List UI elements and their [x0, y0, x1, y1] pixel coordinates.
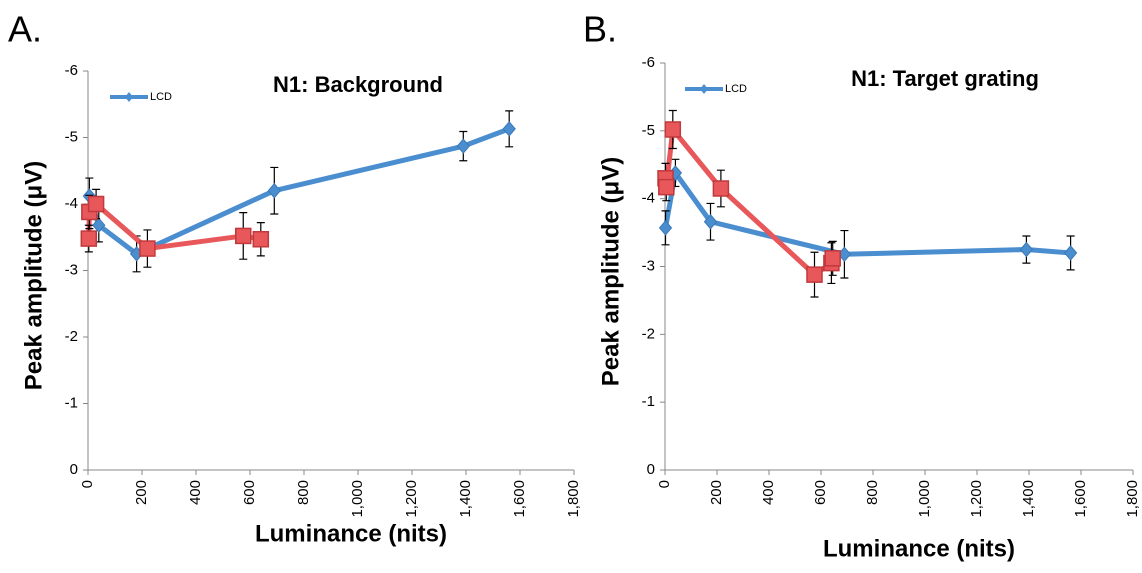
chart-title: N1: Background — [273, 72, 443, 97]
series-line — [663, 126, 836, 278]
x-tick-label: 1,000 — [349, 480, 366, 518]
y-tick-label: -2 — [65, 328, 78, 345]
y-tick-label: -2 — [642, 325, 655, 342]
chart-title: N1: Target grating — [851, 66, 1039, 91]
x-tick-label: 1,600 — [511, 480, 528, 518]
x-tick-label: 0 — [79, 480, 96, 488]
marker — [92, 217, 106, 234]
legend-marker — [700, 84, 708, 94]
marker — [664, 121, 682, 138]
y-axis-label: Peak amplitude (μV) — [597, 157, 624, 386]
marker — [456, 138, 470, 154]
marker — [502, 121, 516, 137]
y-tick-label: -6 — [65, 62, 78, 79]
x-tick-label: 1,200 — [968, 480, 985, 518]
y-tick-label: 0 — [70, 461, 78, 478]
x-tick-label: 800 — [295, 480, 312, 505]
y-tick-label: 0 — [647, 461, 655, 478]
x-axis-label: Luminance (nits) — [255, 520, 447, 547]
x-axis-label: Luminance (nits) — [823, 535, 1015, 562]
y-tick-label: -5 — [642, 122, 655, 139]
y-tick-label: -3 — [65, 261, 78, 278]
x-tick-label: 1,400 — [457, 480, 474, 518]
x-tick-label: 1,000 — [916, 480, 933, 518]
marker — [703, 213, 718, 230]
marker — [658, 220, 673, 236]
x-tick-label: 800 — [864, 480, 881, 505]
y-tick-label: -1 — [65, 394, 78, 411]
x-tick-label: 600 — [241, 480, 258, 505]
marker — [658, 178, 675, 196]
marker — [87, 195, 105, 213]
legend-label: LCD — [725, 83, 747, 95]
y-tick-label: -1 — [642, 393, 655, 410]
x-tick-label: 400 — [187, 480, 204, 505]
y-tick-label: -4 — [65, 195, 78, 212]
x-tick-label: 200 — [133, 480, 150, 505]
y-tick-label: -5 — [65, 128, 78, 145]
marker — [806, 266, 823, 283]
marker — [139, 240, 156, 257]
marker — [80, 230, 98, 247]
panel-label: A. — [8, 9, 42, 50]
x-tick-label: 1,200 — [403, 480, 420, 518]
panel: B. N1: Target grating Luminance (nits) Peak… — [583, 9, 1141, 563]
y-tick-label: -6 — [642, 54, 655, 71]
x-tick-label: 1,800 — [1124, 480, 1141, 518]
marker — [712, 180, 730, 197]
legend-label: LCD — [150, 91, 172, 103]
x-tick-label: 0 — [656, 480, 673, 488]
y-tick-label: -3 — [642, 257, 655, 274]
y-tick-label: -4 — [642, 190, 655, 207]
marker — [267, 182, 281, 199]
x-tick-label: 600 — [812, 480, 829, 505]
marker — [1019, 241, 1034, 258]
x-tick-label: 200 — [708, 480, 725, 505]
legend-marker — [125, 92, 133, 102]
x-tick-label: 1,800 — [565, 480, 582, 518]
series-line — [86, 126, 511, 257]
marker — [252, 230, 270, 248]
x-tick-label: 400 — [760, 480, 777, 505]
panel-label: B. — [583, 9, 617, 50]
x-tick-label: 1,600 — [1072, 480, 1089, 518]
x-tick-label: 1,400 — [1020, 480, 1037, 518]
marker — [824, 250, 841, 267]
marker — [1063, 245, 1078, 261]
panel: A. N1: Background Luminance (nits) Peak amp… — [8, 9, 582, 548]
y-axis-label: Peak amplitude (μV) — [20, 161, 47, 390]
marker — [235, 227, 252, 245]
